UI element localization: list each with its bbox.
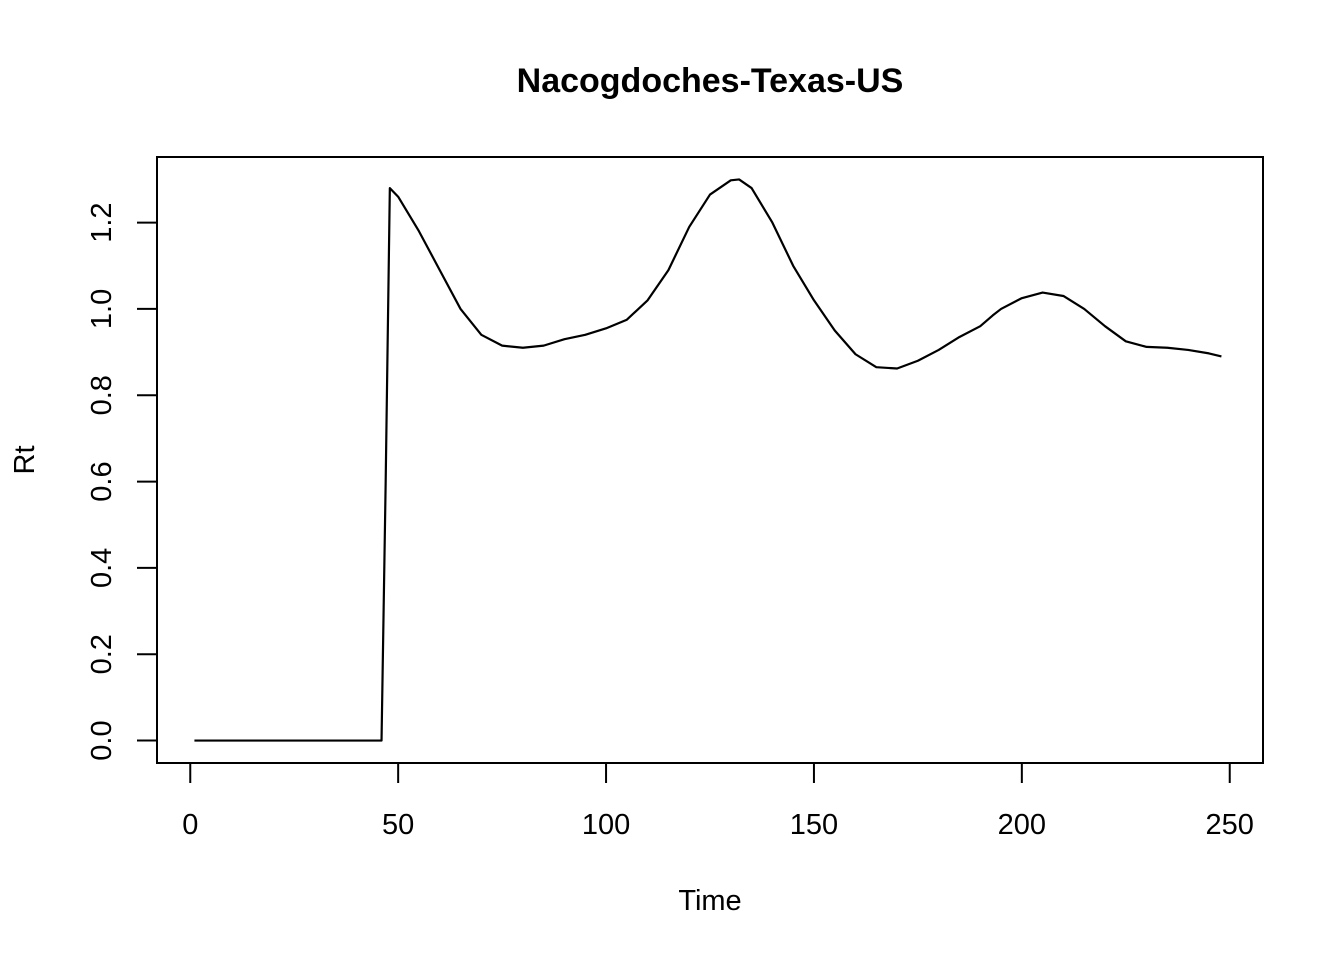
y-tick-label: 0.2 (86, 634, 118, 674)
series-line-rt (194, 178, 1222, 742)
x-tick-label: 100 (582, 809, 630, 841)
x-axis: 0 50 100 150 200 250 (182, 762, 1254, 841)
x-tick-label: 0 (182, 809, 198, 841)
chart-title: Nacogdoches-Texas-US (517, 62, 904, 100)
x-axis-label: Time (678, 885, 741, 917)
y-tick-label: 0.0 (86, 720, 118, 760)
y-axis-label: Rt (9, 446, 41, 475)
x-tick-label: 50 (382, 809, 414, 841)
y-tick-label: 0.4 (86, 548, 118, 588)
y-tick-label: 0.8 (86, 375, 118, 415)
y-tick-label: 1.0 (86, 289, 118, 329)
x-tick-label: 150 (790, 809, 838, 841)
plot-frame (156, 156, 1264, 764)
y-tick-label: 1.2 (86, 202, 118, 242)
y-tick-label: 0.6 (86, 461, 118, 501)
x-tick-label: 200 (998, 809, 1046, 841)
x-tick-label: 250 (1206, 809, 1254, 841)
y-axis: 0.0 0.2 0.4 0.6 0.8 1.0 1.2 (86, 202, 158, 761)
